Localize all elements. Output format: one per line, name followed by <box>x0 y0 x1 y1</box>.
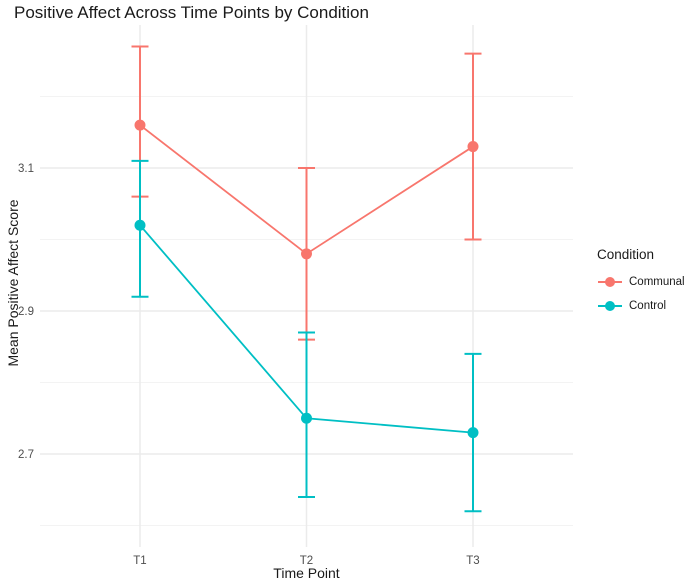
svg-text:T1: T1 <box>133 555 146 567</box>
legend-title: Condition <box>597 247 655 262</box>
y-axis-title: Mean Positive Affect Score <box>5 199 21 367</box>
legend-item-label: Communal <box>629 276 685 288</box>
legend-key-control-icon <box>598 301 622 311</box>
legend-key-communal-icon <box>598 277 622 287</box>
svg-text:T2: T2 <box>300 555 313 567</box>
svg-text:2.9: 2.9 <box>18 306 34 318</box>
chart-title: Positive Affect Across Time Points by Co… <box>14 3 369 22</box>
svg-text:3.1: 3.1 <box>18 163 34 175</box>
legend-item-communal: Communal <box>597 270 685 294</box>
legend-item-control: Control <box>597 294 685 318</box>
x-axis-title: Time Point <box>273 565 340 581</box>
svg-text:2.7: 2.7 <box>18 449 34 461</box>
legend-item-label: Control <box>629 300 667 312</box>
legend: Condition Communal Control <box>597 247 685 318</box>
svg-text:T3: T3 <box>466 555 479 567</box>
